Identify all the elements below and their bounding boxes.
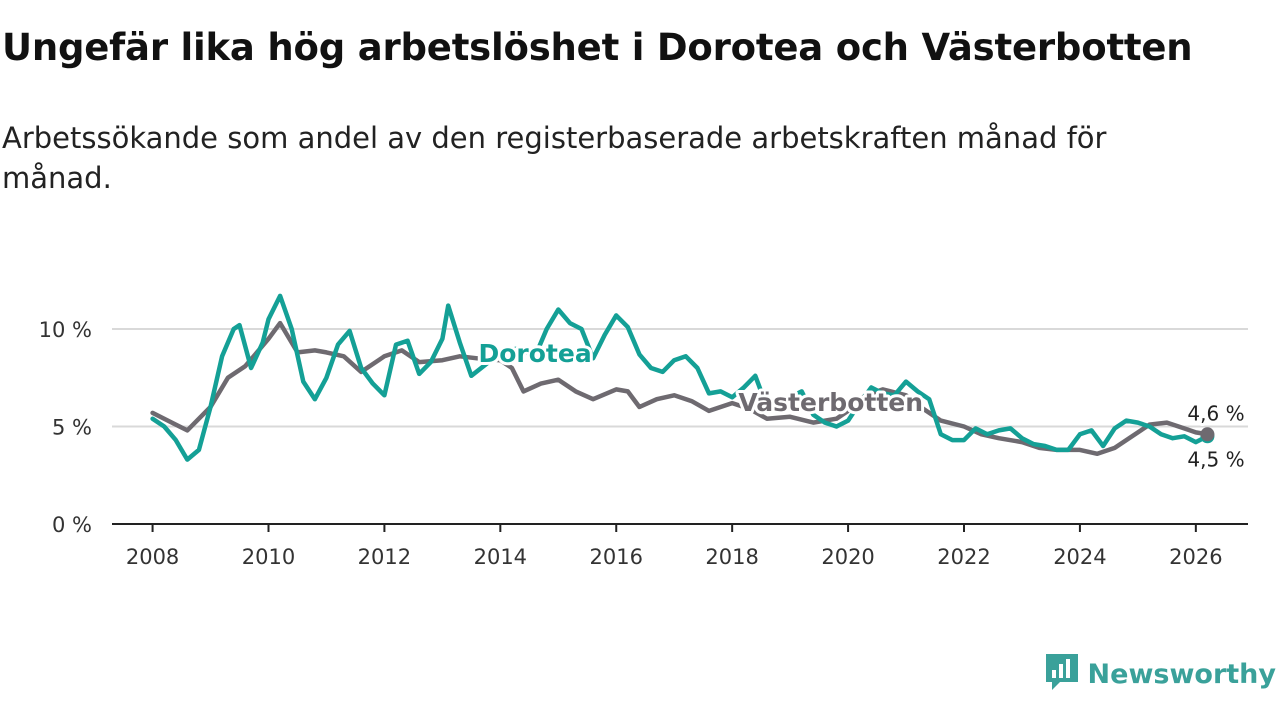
brand-logo: Newsworthy <box>1044 652 1276 696</box>
x-tick-label: 2016 <box>590 545 643 569</box>
x-tick-label: 2022 <box>937 545 990 569</box>
y-axis-ticks: 0 % 5 % 10 % <box>39 318 92 537</box>
x-tick-label: 2018 <box>705 545 758 569</box>
end-label-dorotea: 4,5 % <box>1187 447 1244 471</box>
end-point-vasterbotten <box>1200 427 1215 442</box>
series-labels: 4,5 % Dorotea 4,6 % Västerbotten <box>475 336 1247 474</box>
chart-subtitle: Arbetssökande som andel av den registerb… <box>2 121 1107 195</box>
y-tick-label: 5 % <box>52 416 92 440</box>
x-axis-ticks: 2008 2010 2012 2014 2016 2018 2020 2022 2024 2026 <box>126 524 1223 569</box>
series-label-dorotea: Dorotea <box>478 339 591 368</box>
x-tick-label: 2024 <box>1053 545 1106 569</box>
x-tick-label: 2020 <box>821 545 874 569</box>
chart-title: Ungefär lika hög arbetslöshet i Dorotea … <box>2 26 1193 69</box>
x-tick-label: 2014 <box>474 545 527 569</box>
newsworthy-logo-icon <box>1044 652 1080 696</box>
y-tick-label: 10 % <box>39 318 92 342</box>
x-tick-label: 2012 <box>358 545 411 569</box>
series-label-vasterbotten: Västerbotten <box>738 388 923 417</box>
x-tick-label: 2008 <box>126 545 179 569</box>
brand-name: Newsworthy <box>1087 658 1276 690</box>
x-tick-label: 2026 <box>1169 545 1222 569</box>
x-tick-label: 2010 <box>242 545 295 569</box>
series-line-vasterbotten <box>150 320 1210 457</box>
series-line-dorotea <box>150 293 1210 462</box>
end-label-vasterbotten: 4,6 % <box>1187 401 1244 425</box>
gridlines <box>112 328 1248 525</box>
series-lines <box>150 293 1210 462</box>
y-tick-label: 0 % <box>52 513 92 537</box>
